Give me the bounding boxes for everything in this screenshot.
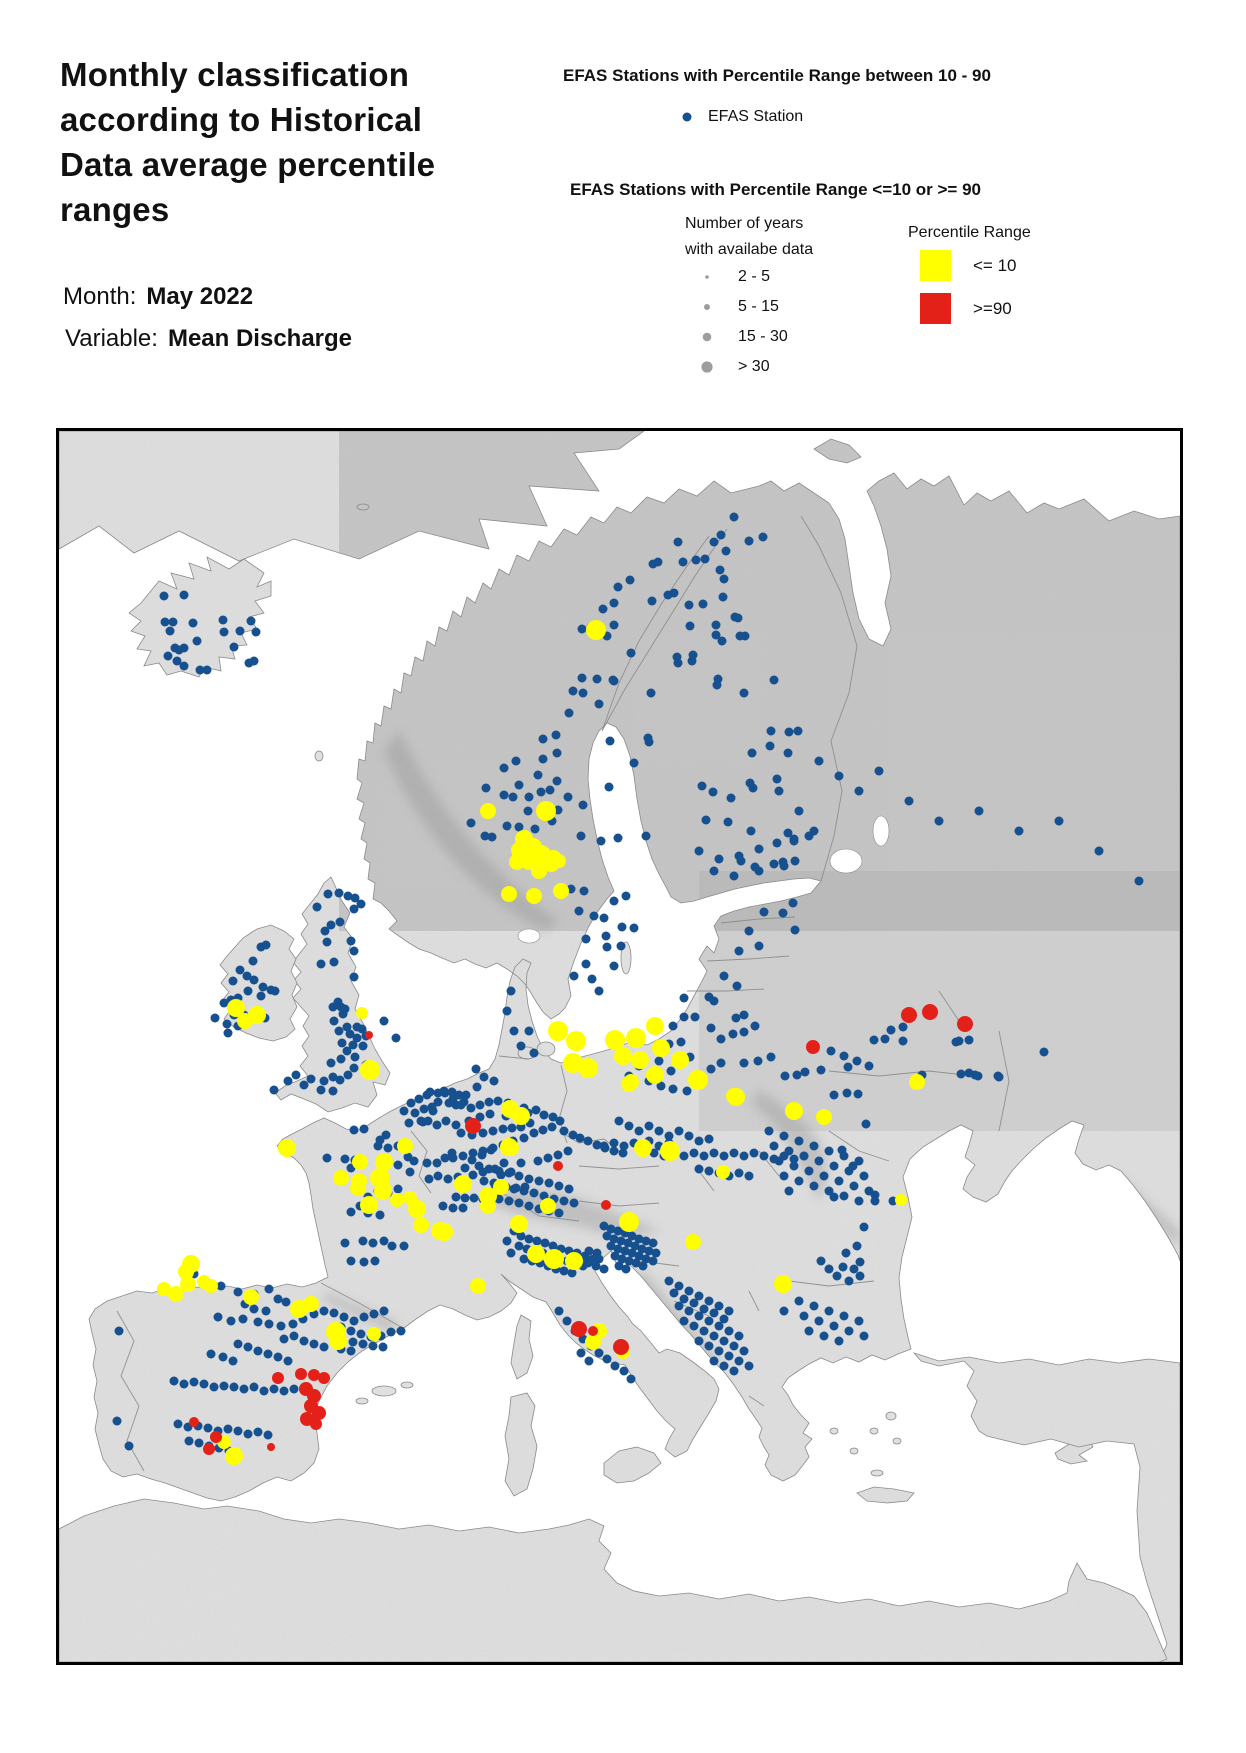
size-legend-row: > 30 — [688, 352, 788, 382]
europe-map — [56, 428, 1183, 1665]
size-legend-label: 5 - 15 — [738, 298, 779, 315]
variable-row: Variable: Mean Discharge — [65, 325, 352, 353]
stations-low — [157, 620, 925, 1465]
legend-extreme-header: EFAS Stations with Percentile Range <=10… — [570, 180, 981, 199]
page-title: Monthly classification according to Hist… — [60, 52, 435, 232]
size-legend-label: 15 - 30 — [738, 328, 788, 345]
page-title-line4: ranges — [60, 191, 170, 228]
size-dot-icon — [704, 304, 710, 310]
lesbos-island — [885, 1411, 897, 1421]
legend-in-range-item: EFAS Station — [680, 108, 803, 126]
size-legend-row: 2 - 5 — [688, 262, 788, 292]
rhodes-island — [870, 1469, 884, 1477]
stations-layer — [112, 512, 1144, 1465]
lakes — [517, 815, 890, 944]
month-value: May 2022 — [146, 283, 254, 310]
color-legend-row-low: <= 10 — [920, 250, 1017, 281]
faroe-islands — [314, 750, 324, 762]
color-legend-row-high: >=90 — [920, 293, 1017, 324]
page-title-line1: Monthly classification — [60, 56, 410, 93]
stations-high — [189, 1004, 973, 1455]
legend-in-range-item-label: EFAS Station — [708, 108, 804, 125]
size-legend-label: > 30 — [738, 358, 770, 375]
size-dot-icon — [701, 361, 713, 373]
map-svg — [59, 431, 1180, 1662]
color-legend-items: <= 10 >=90 — [920, 250, 1017, 336]
variable-label: Variable: — [65, 325, 158, 352]
chios-island — [892, 1437, 902, 1445]
lake-ladoga — [829, 848, 863, 874]
lake-onega — [872, 815, 890, 847]
month-label: Month: — [63, 283, 137, 310]
lake-vanern — [517, 928, 541, 944]
month-row: Month: May 2022 — [63, 283, 253, 311]
high-swatch-icon — [920, 293, 951, 324]
mallorca-island — [371, 1385, 397, 1397]
size-legend-title: Number of years with availabe data — [685, 211, 813, 263]
ibiza-island — [355, 1397, 369, 1405]
size-dot-icon — [702, 332, 712, 342]
size-legend-title-line2: with availabe data — [685, 241, 814, 258]
aegean-island — [849, 1447, 859, 1455]
size-legend-title-line1: Number of years — [685, 215, 804, 232]
color-legend-label: >=90 — [973, 298, 1012, 318]
size-dot-icon — [705, 275, 709, 279]
variable-value: Mean Discharge — [167, 325, 353, 352]
aegean-island — [829, 1427, 839, 1435]
size-legend-items: 2 - 5 5 - 15 15 - 30 > 30 — [688, 262, 788, 382]
legend-in-range-header: EFAS Stations with Percentile Range betw… — [563, 66, 991, 85]
size-legend-label: 2 - 5 — [738, 268, 771, 285]
gotland-island — [620, 941, 632, 975]
station-dot-icon — [682, 112, 692, 122]
size-legend-row: 15 - 30 — [688, 322, 788, 352]
size-legend-row: 5 - 15 — [688, 292, 788, 322]
page-title-line3: Data average percentile — [60, 146, 436, 183]
color-legend-title: Percentile Range — [908, 224, 1031, 241]
low-swatch-icon — [920, 250, 951, 281]
page-title-line2: according to Historical — [60, 101, 423, 138]
aegean-island — [869, 1427, 879, 1435]
color-legend-label: <= 10 — [973, 255, 1017, 275]
menorca-island — [400, 1381, 414, 1389]
